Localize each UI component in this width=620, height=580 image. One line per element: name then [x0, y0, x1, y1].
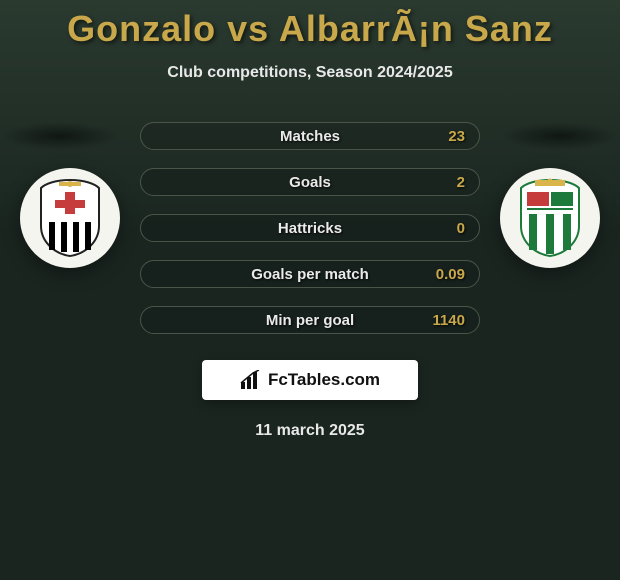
date-label: 11 march 2025: [0, 422, 620, 440]
stat-row: Goals 2: [140, 168, 480, 196]
club-crest-left: [20, 168, 120, 268]
stat-label: Goals per match: [251, 266, 369, 283]
stat-row: Min per goal 1140: [140, 306, 480, 334]
subtitle: Club competitions, Season 2024/2025: [0, 64, 620, 82]
brand-text: FcTables.com: [268, 370, 380, 390]
bars-icon: [240, 370, 262, 390]
crest-right-icon: [515, 178, 585, 258]
stat-row: Hattricks 0: [140, 214, 480, 242]
brand-box[interactable]: FcTables.com: [202, 360, 418, 400]
stat-label: Hattricks: [278, 220, 342, 237]
stat-label: Goals: [289, 174, 331, 191]
shadow-right: [500, 122, 620, 150]
page-title: Gonzalo vs AlbarrÃ¡n Sanz: [0, 0, 620, 50]
club-crest-right: [500, 168, 600, 268]
stat-value: 1140: [432, 312, 465, 329]
crest-left-icon: [35, 178, 105, 258]
stat-label: Matches: [280, 128, 340, 145]
stat-value: 0.09: [436, 266, 465, 283]
shadow-left: [0, 122, 120, 150]
stat-label: Min per goal: [266, 312, 354, 329]
comparison-panel: Matches 23 Goals 2 Hattricks 0 Goals per…: [0, 122, 620, 440]
stat-row: Goals per match 0.09: [140, 260, 480, 288]
stat-row: Matches 23: [140, 122, 480, 150]
stat-value: 0: [457, 220, 465, 237]
stat-value: 2: [457, 174, 465, 191]
stats-list: Matches 23 Goals 2 Hattricks 0 Goals per…: [140, 122, 480, 334]
stat-value: 23: [448, 128, 465, 145]
